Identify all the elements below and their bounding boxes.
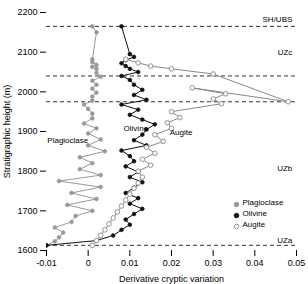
svg-text:UZc: UZc bbox=[278, 48, 293, 57]
svg-text:1900: 1900 bbox=[17, 126, 37, 136]
svg-text:1700: 1700 bbox=[17, 206, 37, 216]
svg-text:2200: 2200 bbox=[17, 7, 37, 17]
svg-text:0.03: 0.03 bbox=[204, 258, 222, 268]
svg-text:Augite: Augite bbox=[243, 220, 266, 229]
svg-text:0.02: 0.02 bbox=[163, 258, 181, 268]
svg-text:2000: 2000 bbox=[17, 87, 37, 97]
svg-text:Plagioclase: Plagioclase bbox=[243, 198, 284, 207]
svg-text:1600: 1600 bbox=[17, 245, 37, 255]
svg-text:SH/UBS: SH/UBS bbox=[263, 15, 293, 24]
svg-text:Derivative cryptic variation: Derivative cryptic variation bbox=[119, 274, 224, 284]
svg-text:Olivine: Olivine bbox=[124, 124, 149, 133]
svg-text:UZb: UZb bbox=[277, 164, 293, 173]
svg-text:Augite: Augite bbox=[170, 128, 193, 137]
svg-text:Olivine: Olivine bbox=[243, 209, 268, 218]
svg-text:0: 0 bbox=[86, 258, 91, 268]
svg-text:2100: 2100 bbox=[17, 47, 37, 57]
svg-text:0.04: 0.04 bbox=[246, 258, 264, 268]
svg-text:0.05: 0.05 bbox=[288, 258, 306, 268]
svg-text:UZa: UZa bbox=[277, 236, 293, 245]
svg-text:Stratigraphic height (m): Stratigraphic height (m) bbox=[2, 85, 12, 179]
svg-text:0.01: 0.01 bbox=[121, 258, 139, 268]
svg-text:Plagioclase: Plagioclase bbox=[47, 136, 88, 145]
svg-text:1800: 1800 bbox=[17, 166, 37, 176]
svg-text:-0.01: -0.01 bbox=[36, 258, 57, 268]
